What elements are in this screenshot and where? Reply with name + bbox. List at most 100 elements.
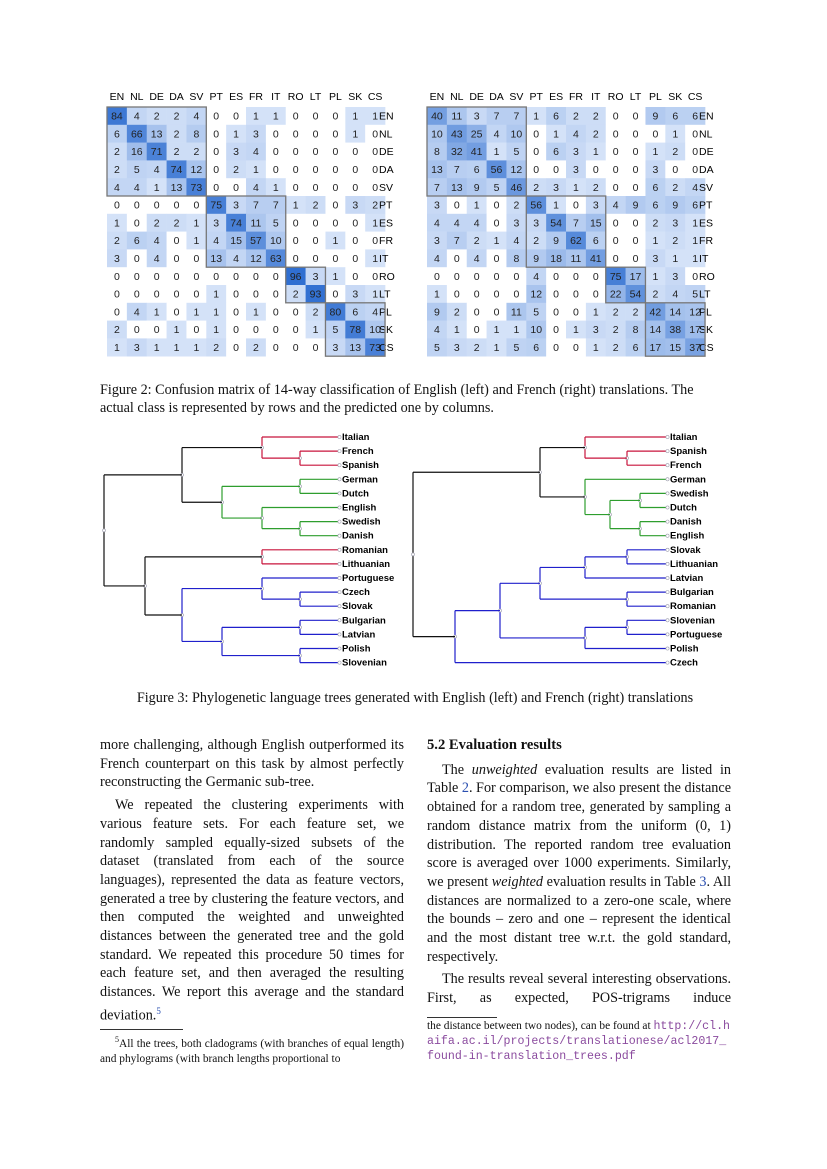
cell-value: 4 (434, 253, 440, 265)
leaf-label: Lithuanian (670, 559, 718, 570)
cell-value: 0 (154, 289, 160, 301)
cell (685, 249, 706, 268)
cell-value: 4 (193, 111, 199, 123)
cell (566, 107, 587, 126)
cell-value: 4 (573, 128, 579, 140)
cell (685, 231, 706, 250)
cell (265, 142, 287, 161)
cell-value: 4 (134, 111, 140, 123)
cell (546, 249, 567, 268)
cell-value: 1 (372, 289, 378, 301)
cell (526, 107, 547, 126)
cell (265, 249, 287, 268)
cell-value: 13 (451, 182, 463, 194)
cell (585, 107, 607, 126)
cell (665, 338, 686, 357)
cell (665, 320, 686, 339)
cell-value: 0 (533, 128, 539, 140)
cell-value: 22 (610, 289, 622, 301)
cell-value: 38 (669, 324, 681, 336)
row-label: RO (379, 271, 395, 283)
leaf (665, 562, 670, 566)
row-label: IT (699, 253, 709, 265)
cell (446, 196, 468, 215)
cell (126, 124, 148, 143)
cell-value: 0 (573, 306, 579, 318)
cell (466, 142, 487, 161)
cell (605, 107, 626, 126)
cell-value: 9 (672, 200, 678, 212)
cell (206, 267, 227, 286)
cell (265, 213, 287, 232)
cell-value: 6 (134, 235, 140, 247)
cell (345, 231, 366, 250)
footnote-rule (100, 1029, 183, 1030)
cell (166, 285, 187, 304)
cell (186, 196, 207, 215)
cell-value: 0 (513, 289, 519, 301)
cell-value: 75 (610, 271, 622, 283)
table-link[interactable]: 3 (699, 873, 707, 890)
cell-value: 0 (313, 164, 319, 176)
cell (566, 249, 587, 268)
cell (226, 213, 247, 232)
cell (146, 160, 167, 179)
cell-value: 0 (513, 271, 519, 283)
cell-value: 0 (154, 324, 160, 336)
cell (206, 178, 227, 197)
cell (126, 142, 148, 161)
cell (206, 231, 227, 250)
cell-value: 0 (553, 342, 559, 354)
cell-value: 1 (233, 128, 239, 140)
cell-value: 0 (293, 253, 299, 265)
cell-value: 3 (672, 217, 678, 229)
cell (427, 320, 448, 339)
leaf-label: Dutch (670, 503, 697, 514)
cell (685, 302, 706, 321)
cell (546, 302, 567, 321)
cell (246, 302, 267, 321)
cell-value: 5 (273, 217, 279, 229)
cell (466, 338, 487, 357)
cell-value: 9 (434, 306, 440, 318)
cell (466, 160, 487, 179)
cell (265, 160, 287, 179)
cell-value: 1 (154, 306, 160, 318)
cell (645, 160, 666, 179)
cell (625, 124, 646, 143)
cell-value: 3 (233, 200, 239, 212)
cell-value: 0 (633, 164, 639, 176)
cell (365, 178, 386, 197)
cell-value: 2 (233, 164, 239, 176)
cell (285, 124, 306, 143)
cell-value: 6 (652, 200, 658, 212)
cell (285, 142, 306, 161)
cell (226, 178, 247, 197)
cell (107, 249, 128, 268)
cell (126, 196, 148, 215)
cell-value: 0 (372, 271, 378, 283)
cell-value: 2 (474, 235, 480, 247)
row-label: DA (379, 164, 394, 176)
cell (146, 124, 167, 143)
cell (186, 285, 207, 304)
cell (146, 249, 167, 268)
leaf (665, 463, 670, 468)
footnote-mark[interactable]: 5 (156, 1005, 161, 1016)
cell-value: 1 (494, 342, 500, 354)
leaf-label: Slovak (670, 545, 701, 556)
leaf-label: Latvian (670, 573, 703, 584)
cell (625, 160, 646, 179)
cell-value: 46 (511, 182, 523, 194)
cell-value: 2 (114, 164, 120, 176)
cell-value: 0 (372, 128, 378, 140)
url[interactable]: http://cl.haifa.ac.il/projects/translati… (427, 1020, 730, 1063)
cell (506, 320, 527, 339)
table-link[interactable]: 2 (461, 780, 469, 797)
cell (506, 231, 527, 250)
cell-value: 1 (372, 111, 378, 123)
leaf (337, 491, 342, 496)
leaf (665, 618, 670, 623)
cell-value: 0 (213, 146, 219, 158)
cell (265, 178, 287, 197)
